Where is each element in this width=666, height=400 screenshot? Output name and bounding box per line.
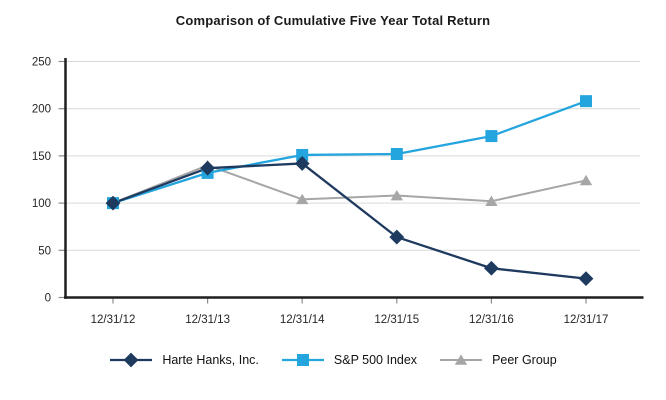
legend-label-peer-group: Peer Group [492, 353, 557, 367]
series-line-harte-hanks-inc [112, 162, 587, 280]
marker-peer-group-12-31-14 [296, 193, 309, 205]
marker-peer-group-12-31-15 [390, 189, 403, 201]
x-label-12-31-17: 12/31/17 [564, 314, 609, 326]
legend-marker-triangle [454, 354, 468, 365]
legend-marker-square [296, 354, 309, 366]
legend-item-s-p-500-index: S&P 500 Index [281, 351, 417, 369]
marker-peer-group-12-31-17 [579, 174, 593, 186]
legend-square-icon [281, 354, 324, 366]
marker-harte-hanks-inc-12-31-13 [200, 160, 215, 176]
x-label-12-31-16: 12/31/16 [469, 314, 514, 326]
legend-diamond-icon [110, 352, 153, 368]
legend-triangle-icon [440, 354, 483, 365]
legend-label-harte-hanks-inc: Harte Hanks, Inc. [162, 353, 259, 367]
x-label-12-31-14: 12/31/14 [280, 314, 325, 326]
marker-s-p-500-index-12-31-16 [485, 130, 498, 143]
marker-harte-hanks-inc-12-31-12 [105, 195, 121, 211]
marker-harte-hanks-inc-12-31-15 [389, 229, 405, 245]
legend-item-harte-hanks-inc: Harte Hanks, Inc. [109, 351, 259, 369]
marker-peer-group-12-31-16 [485, 195, 498, 207]
marker-harte-hanks-inc-12-31-16 [484, 260, 499, 276]
x-label-12-31-15: 12/31/15 [374, 314, 419, 326]
marker-harte-hanks-inc-12-31-14 [294, 156, 310, 171]
y-label-0: 0 [45, 293, 51, 305]
chart-title: Comparison of Cumulative Five Year Total… [175, 13, 491, 28]
y-label-100: 100 [32, 198, 51, 210]
x-label-12-31-12: 12/31/12 [91, 314, 136, 326]
legend: Harte Hanks, Inc. S&P 500 Index Peer Group [0, 351, 666, 369]
y-label-150: 150 [32, 151, 51, 163]
y-label-250: 250 [32, 57, 51, 69]
y-label-50: 50 [38, 245, 51, 257]
legend-item-peer-group: Peer Group [439, 351, 557, 369]
marker-harte-hanks-inc-12-31-17 [578, 271, 594, 287]
marker-s-p-500-index-12-31-15 [390, 148, 403, 161]
y-label-200: 200 [32, 104, 51, 116]
series-line-s-p-500-index [112, 100, 587, 205]
series-line-peer-group [112, 164, 587, 205]
legend-marker-diamond [123, 352, 139, 368]
x-label-12-31-13: 12/31/13 [185, 314, 230, 326]
marker-s-p-500-index-12-31-17 [580, 95, 592, 108]
legend-label-s-p-500-index: S&P 500 Index [333, 353, 418, 367]
marker-s-p-500-index-12-31-14 [296, 148, 309, 161]
